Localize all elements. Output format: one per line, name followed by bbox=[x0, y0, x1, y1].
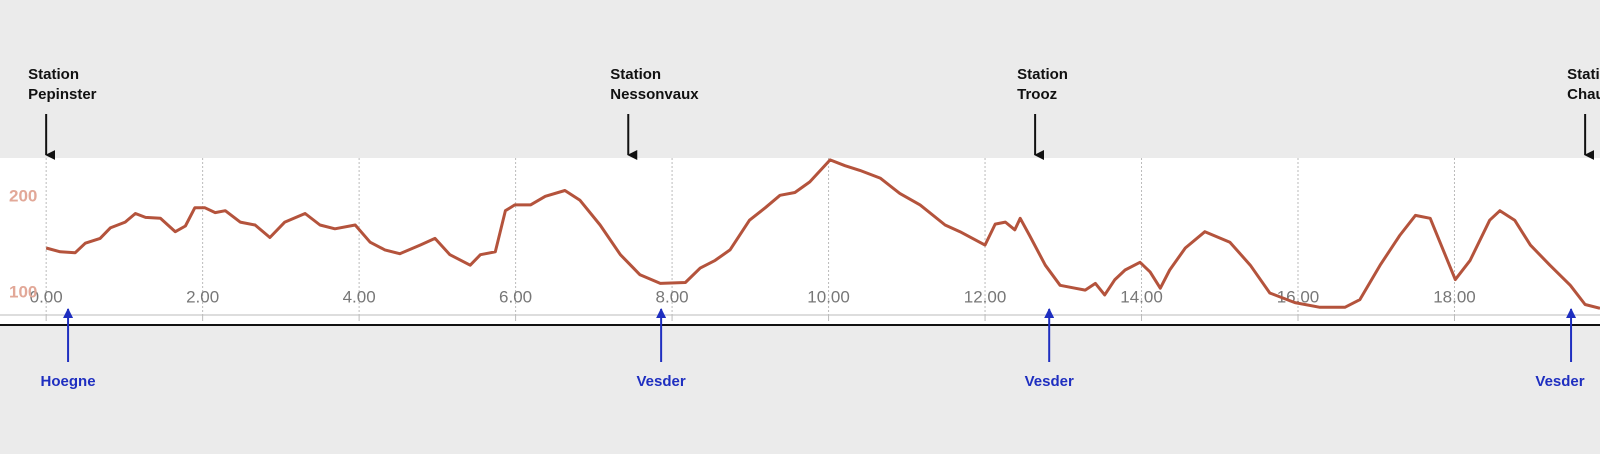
x-tick-label: 12.00 bbox=[964, 287, 1007, 306]
y-tick-label: 100 bbox=[9, 282, 37, 301]
station-label: Trooz bbox=[1017, 86, 1057, 103]
x-tick-label: 0.00 bbox=[30, 287, 63, 306]
river-label: Vesder bbox=[1535, 373, 1584, 390]
x-tick-label: 2.00 bbox=[186, 287, 219, 306]
river-label: Vesder bbox=[637, 373, 686, 390]
river-label: Vesder bbox=[1025, 373, 1074, 390]
y-tick-label: 200 bbox=[9, 187, 37, 206]
elevation-line bbox=[45, 158, 1600, 310]
station-label: Nessonvaux bbox=[610, 86, 699, 103]
station-label: Station bbox=[610, 66, 661, 83]
x-tick-label: 8.00 bbox=[656, 287, 689, 306]
station-label: Station bbox=[1017, 66, 1068, 83]
x-tick-label: 6.00 bbox=[499, 287, 532, 306]
station-label: Chaudfontaine bbox=[1567, 86, 1600, 103]
station-label: Station bbox=[28, 66, 79, 83]
x-tick-label: 10.00 bbox=[807, 287, 850, 306]
station-label: Pepinster bbox=[28, 86, 97, 103]
x-tick-label: 14.00 bbox=[1120, 287, 1163, 306]
station-label: Station bbox=[1567, 66, 1600, 83]
x-tick-label: 4.00 bbox=[343, 287, 376, 306]
x-tick-label: 18.00 bbox=[1433, 287, 1476, 306]
river-label: Hoegne bbox=[41, 373, 96, 390]
x-tick-label: 16.00 bbox=[1277, 287, 1320, 306]
plot-area bbox=[0, 158, 1600, 324]
